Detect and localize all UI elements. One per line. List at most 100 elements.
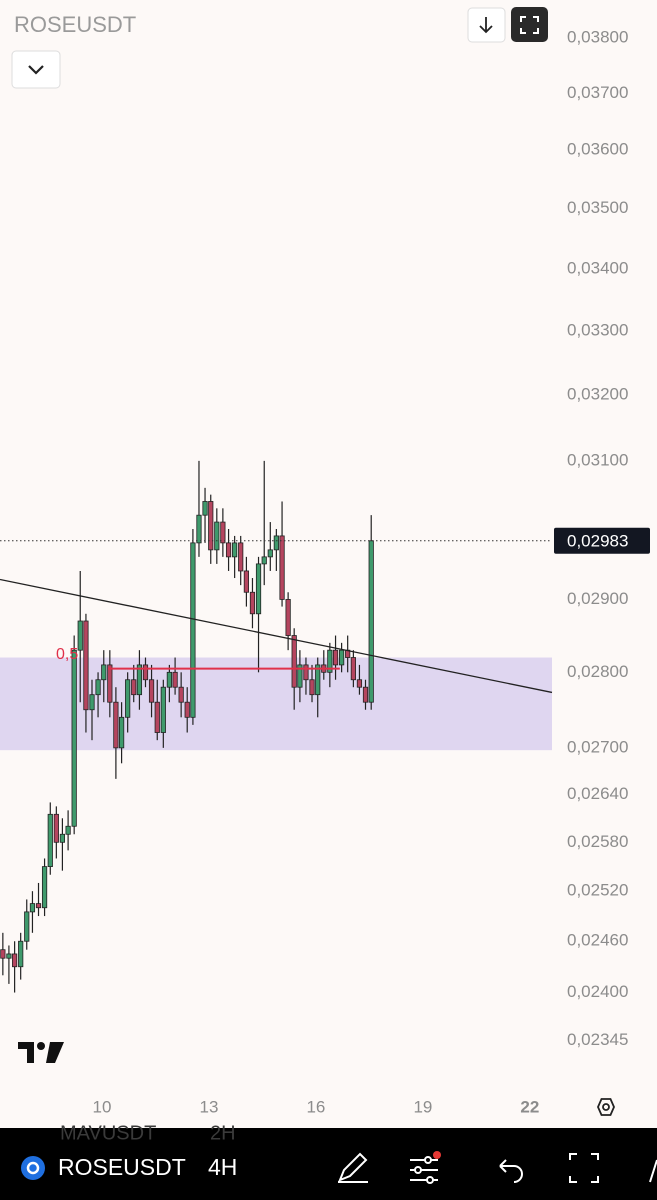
y-tick-label: 0,03400 bbox=[567, 258, 628, 277]
y-tick-label: 0,02900 bbox=[567, 589, 628, 608]
candle-body bbox=[18, 940, 24, 968]
y-tick-label: 0,02460 bbox=[567, 931, 628, 950]
watchlist-interval: 2H bbox=[210, 1122, 236, 1144]
candle-body bbox=[166, 671, 172, 688]
candle-body bbox=[53, 813, 59, 843]
candle-body bbox=[29, 903, 36, 913]
candle-body bbox=[225, 542, 232, 558]
watchlist-symbol: MAVUSDT bbox=[60, 1122, 156, 1144]
candle-body bbox=[65, 825, 71, 835]
candle-body bbox=[214, 521, 220, 551]
fullscreen-chart-button[interactable] bbox=[511, 7, 548, 42]
candle-body bbox=[89, 694, 95, 711]
price-zone bbox=[0, 657, 552, 751]
y-tick-label: 0,03500 bbox=[567, 198, 628, 217]
last-price-box bbox=[554, 527, 650, 554]
y-tick-label: 0,03100 bbox=[567, 450, 628, 469]
last-price-label: 0,02983 bbox=[567, 531, 628, 550]
candle-body bbox=[202, 501, 208, 516]
candle-body bbox=[208, 501, 214, 551]
x-tick-label: 19 bbox=[413, 1097, 432, 1116]
candle-body bbox=[273, 535, 279, 551]
candle-body bbox=[107, 664, 113, 703]
y-tick-label: 0,03600 bbox=[567, 140, 628, 159]
y-tick-label: 0,02345 bbox=[567, 1030, 628, 1049]
candle-body bbox=[291, 635, 297, 688]
indicators-button[interactable] bbox=[410, 1151, 441, 1184]
candle-body bbox=[95, 679, 101, 696]
bottom-symbol[interactable]: ROSEUSDT bbox=[58, 1154, 186, 1180]
candle-body bbox=[362, 686, 369, 703]
candle-body bbox=[113, 701, 119, 749]
candle-body bbox=[12, 953, 18, 968]
candle-body bbox=[249, 591, 256, 615]
candle-body bbox=[327, 649, 333, 673]
candle-body bbox=[154, 701, 160, 733]
candle-body bbox=[368, 540, 374, 703]
candle-body bbox=[24, 911, 30, 942]
candle-body bbox=[243, 570, 250, 593]
undo-button[interactable] bbox=[499, 1159, 523, 1183]
candle-body bbox=[315, 664, 321, 696]
candle-body bbox=[297, 664, 303, 688]
candle-body bbox=[136, 664, 143, 696]
candle-body bbox=[142, 664, 149, 681]
plot-area: 0,03800 0,03700 0,03600 0,03500 0,03400 0,033… bbox=[0, 27, 650, 1116]
candle-body bbox=[148, 679, 155, 703]
candle-body bbox=[190, 542, 196, 718]
y-tick-label: 0,03300 bbox=[567, 320, 628, 339]
candle-body bbox=[220, 521, 226, 544]
more-tools-button[interactable] bbox=[649, 1159, 657, 1183]
candle-body bbox=[131, 679, 137, 696]
trendline bbox=[0, 578, 553, 694]
candle-body bbox=[303, 664, 309, 681]
y-tick-label: 0,02700 bbox=[567, 737, 628, 756]
candle-body bbox=[350, 657, 356, 681]
candle-body bbox=[309, 679, 315, 696]
candle-body bbox=[178, 686, 184, 703]
tradingview-logo bbox=[18, 1042, 64, 1063]
candle-body bbox=[35, 903, 42, 909]
candle-body bbox=[339, 649, 345, 666]
fib-level-label: 0,5 bbox=[56, 646, 78, 663]
y-tick-label: 0,02640 bbox=[567, 784, 628, 803]
bottom-interval[interactable]: 4H bbox=[208, 1154, 237, 1180]
symbol-logo bbox=[21, 1156, 45, 1180]
candle-body bbox=[172, 671, 178, 688]
x-tick-label: 22 bbox=[520, 1097, 539, 1116]
candle-body bbox=[71, 649, 77, 827]
candle-body bbox=[332, 649, 339, 666]
candle-body bbox=[238, 542, 244, 572]
candle-body bbox=[83, 620, 89, 711]
candle-body bbox=[0, 949, 6, 959]
y-tick-label: 0,02580 bbox=[567, 832, 628, 851]
candle-body bbox=[232, 542, 238, 558]
candle-body bbox=[59, 833, 66, 843]
candle-body bbox=[6, 953, 12, 959]
y-tick-label: 0,03800 bbox=[567, 27, 628, 46]
y-tick-label: 0,02520 bbox=[567, 881, 628, 900]
candle-body bbox=[279, 535, 285, 600]
candle-body bbox=[41, 866, 48, 909]
candle-body bbox=[285, 599, 291, 636]
y-tick-label: 0,02400 bbox=[567, 982, 628, 1001]
settings-button[interactable] bbox=[597, 1098, 615, 1116]
bottom-bar bbox=[0, 1128, 657, 1200]
x-tick-label: 16 bbox=[306, 1097, 325, 1116]
fullscreen-button[interactable] bbox=[569, 1153, 599, 1183]
y-tick-label: 0,02800 bbox=[567, 662, 628, 681]
candle-body bbox=[196, 514, 202, 544]
x-tick-label: 13 bbox=[200, 1097, 219, 1116]
candle-body bbox=[267, 549, 273, 558]
y-tick-label: 0,03200 bbox=[567, 384, 628, 403]
candle-body bbox=[160, 686, 166, 733]
scroll-latest-button[interactable] bbox=[467, 7, 506, 43]
candle-body bbox=[184, 701, 190, 718]
candle-body bbox=[47, 813, 53, 867]
symbol-dropdown[interactable] bbox=[11, 50, 61, 89]
draw-tool-button[interactable] bbox=[338, 1152, 368, 1183]
candle-body bbox=[77, 620, 83, 651]
candle-body bbox=[261, 556, 267, 565]
